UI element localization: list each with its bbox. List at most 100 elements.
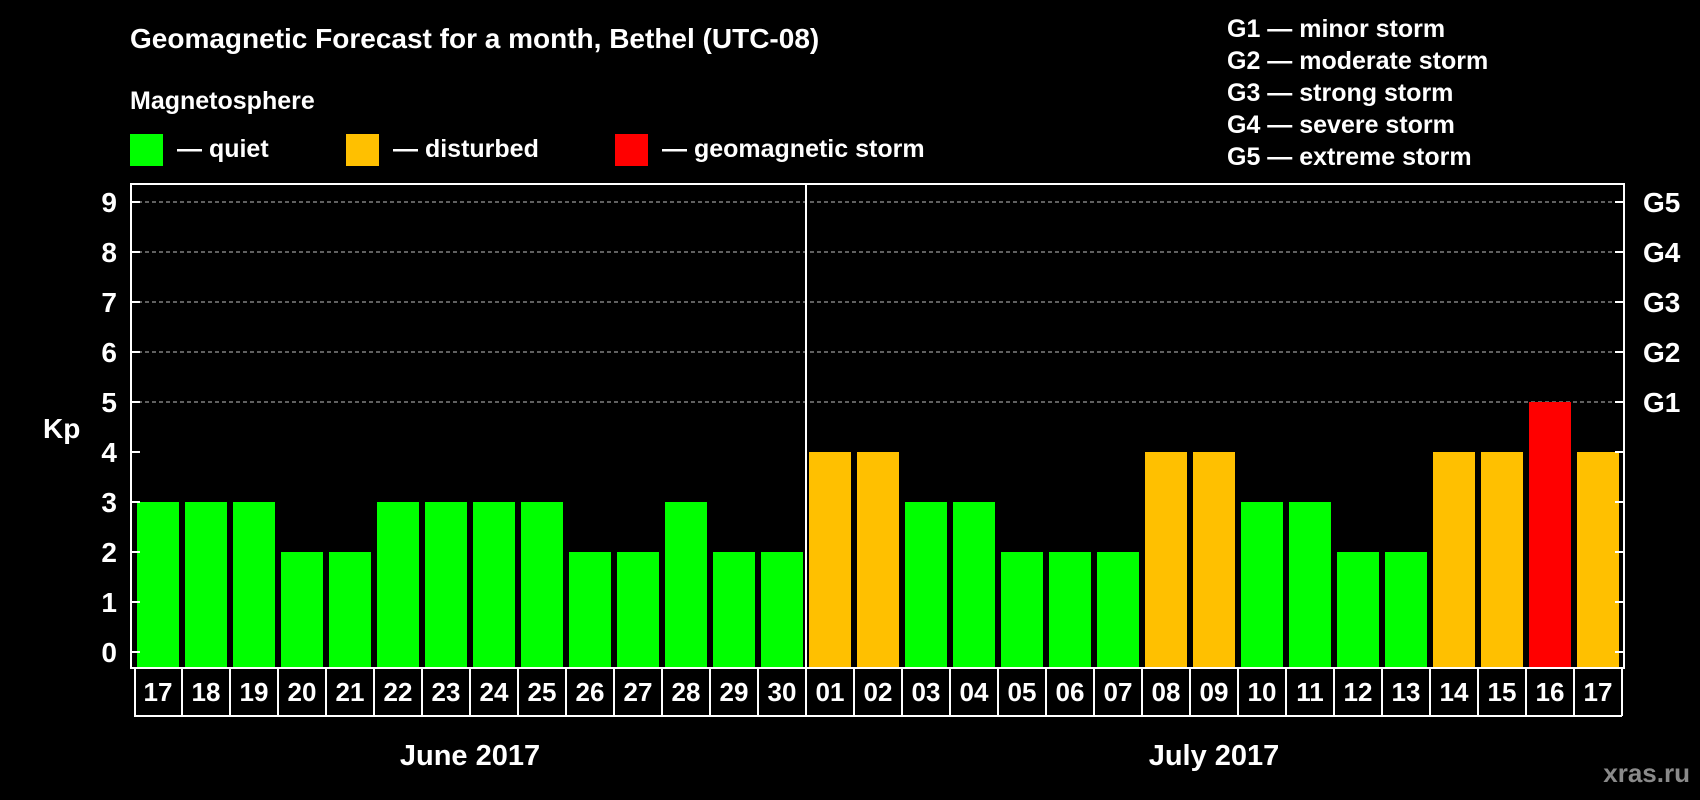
day-label: 13 [1392, 677, 1421, 707]
day-label: 09 [1200, 677, 1229, 707]
bar-15 [1481, 452, 1523, 667]
y-tick-label: 1 [101, 587, 117, 618]
bar-28 [665, 502, 707, 667]
bar-20 [281, 552, 323, 667]
bar-02 [857, 452, 899, 667]
day-label: 22 [384, 677, 413, 707]
day-label: 18 [192, 677, 221, 707]
bar-09 [1193, 452, 1235, 667]
storm-scale-item: G2 — moderate storm [1227, 47, 1488, 75]
bar-23 [425, 502, 467, 667]
day-label: 16 [1536, 677, 1565, 707]
day-label: 10 [1248, 677, 1277, 707]
bar-12 [1337, 552, 1379, 667]
legend-swatch-disturbed [346, 134, 379, 166]
bar-14 [1433, 452, 1475, 667]
right-tick-label-g1: G1 [1643, 387, 1680, 418]
right-tick-label-g4: G4 [1643, 237, 1681, 268]
bar-29 [713, 552, 755, 667]
bar-25 [521, 502, 563, 667]
bar-22 [377, 502, 419, 667]
day-label: 29 [720, 677, 749, 707]
day-label: 06 [1056, 677, 1085, 707]
bar-07 [1097, 552, 1139, 667]
storm-scale-legend: G1 — minor storm G2 — moderate storm G3 — … [1227, 15, 1488, 171]
bar-06 [1049, 552, 1091, 667]
day-label: 21 [336, 677, 365, 707]
day-label: 05 [1008, 677, 1037, 707]
day-label: 17 [144, 677, 173, 707]
storm-scale-item: G5 — extreme storm [1227, 143, 1472, 171]
y-tick-label: 2 [101, 537, 117, 568]
chart-title: Geomagnetic Forecast for a month, Bethel… [130, 23, 819, 54]
day-label: 11 [1296, 677, 1324, 707]
day-label: 03 [912, 677, 941, 707]
day-label: 01 [816, 677, 845, 707]
bar-10 [1241, 502, 1283, 667]
bar-27 [617, 552, 659, 667]
axes: 0 1 2 3 4 5 6 7 8 9 G1 G2 G3 G4 G5 [101, 187, 1680, 668]
storm-scale-item: G1 — minor storm [1227, 15, 1445, 43]
bar-21 [329, 552, 371, 667]
bar-17 [137, 502, 179, 667]
y-tick-label: 8 [101, 237, 117, 268]
bar-16 [1529, 402, 1571, 667]
legend-swatch-quiet [130, 134, 163, 166]
day-label: 20 [288, 677, 317, 707]
legend-label-storm: — geomagnetic storm [662, 135, 925, 163]
plot-frame [130, 183, 1625, 669]
bar-26 [569, 552, 611, 667]
month-label: June 2017 [400, 740, 540, 772]
legend-swatch-storm [615, 134, 648, 166]
month-labels: June 2017 July 2017 [400, 740, 1279, 772]
day-label: 14 [1440, 677, 1469, 707]
day-label: 30 [768, 677, 797, 707]
gridlines [131, 201, 1624, 403]
y-tick-label: 7 [101, 287, 117, 318]
bar-04 [953, 502, 995, 667]
day-label: 15 [1488, 677, 1517, 707]
day-label: 02 [864, 677, 893, 707]
bar-series [137, 402, 1619, 667]
bar-11 [1289, 502, 1331, 667]
watermark: xras.ru [1603, 758, 1690, 788]
bar-17 [1577, 452, 1619, 667]
bar-03 [905, 502, 947, 667]
legend-label-quiet: — quiet [177, 135, 269, 163]
bar-19 [233, 502, 275, 667]
day-label: 19 [240, 677, 269, 707]
day-label: 04 [960, 677, 989, 707]
day-labels: 17 18 19 20 21 22 23 24 25 26 27 28 29 30 01 02 03 04 05 06… [134, 668, 1623, 717]
legend-label-disturbed: — disturbed [393, 135, 539, 163]
day-label: 24 [480, 677, 509, 707]
right-tick-label-g5: G5 [1643, 187, 1680, 218]
bar-05 [1001, 552, 1043, 667]
bar-30 [761, 552, 803, 667]
day-label: 07 [1104, 677, 1133, 707]
day-label: 27 [624, 677, 653, 707]
day-label: 17 [1584, 677, 1613, 707]
day-label: 08 [1152, 677, 1181, 707]
bar-08 [1145, 452, 1187, 667]
y-tick-label: 5 [101, 387, 117, 418]
legend: — quiet — disturbed — geomagnetic storm [130, 134, 925, 166]
bar-24 [473, 502, 515, 667]
bar-01 [809, 452, 851, 667]
y-axis-label: Kp [43, 413, 80, 444]
day-label: 25 [528, 677, 557, 707]
bar-18 [185, 502, 227, 667]
legend-title: Magnetosphere [130, 87, 315, 115]
month-label: July 2017 [1149, 740, 1280, 772]
right-tick-label-g3: G3 [1643, 287, 1680, 318]
bar-13 [1385, 552, 1427, 667]
storm-scale-item: G3 — strong storm [1227, 79, 1453, 107]
right-tick-label-g2: G2 [1643, 337, 1680, 368]
day-label: 26 [576, 677, 605, 707]
day-label: 28 [672, 677, 701, 707]
y-tick-label: 9 [101, 187, 117, 218]
storm-scale-item: G4 — severe storm [1227, 111, 1455, 139]
y-tick-label: 0 [101, 637, 117, 668]
day-label: 23 [432, 677, 461, 707]
y-tick-label: 4 [101, 437, 117, 468]
